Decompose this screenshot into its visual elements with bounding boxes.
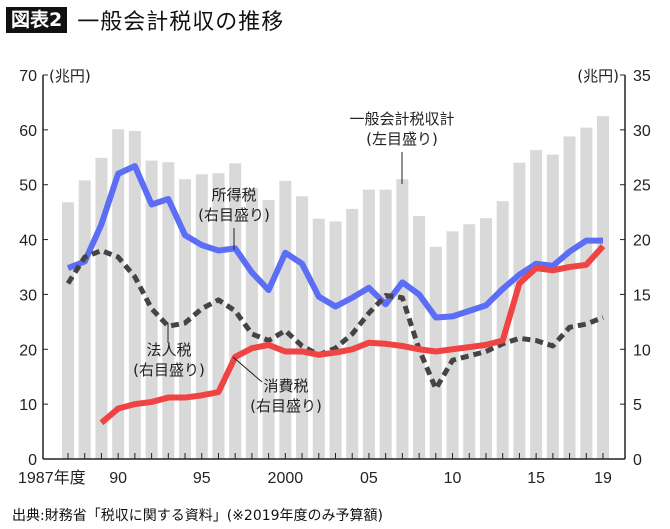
consumption-tax-label: 消費税 xyxy=(263,377,308,395)
line-所得税 xyxy=(66,163,603,321)
right-tick-label: 10 xyxy=(633,342,651,359)
left-tick-label: 50 xyxy=(19,178,37,195)
source-note: 出典:財務省「税収に関する資料」(※2019年度のみ予算額) xyxy=(12,508,383,524)
bar-1987 xyxy=(62,202,74,460)
bar-2005 xyxy=(362,189,375,459)
bar-1993 xyxy=(162,162,175,460)
bar-2016 xyxy=(546,154,559,460)
bar-2012 xyxy=(479,218,492,459)
bar-1991 xyxy=(128,130,141,459)
bar-2001 xyxy=(296,196,309,459)
bar-2018 xyxy=(580,127,593,460)
right-tick-label: 35 xyxy=(633,68,651,85)
left-axis-unit: (兆円) xyxy=(49,67,91,85)
left-tick-label: 0 xyxy=(28,452,37,469)
x-tick-label: 10 xyxy=(444,470,462,487)
right-tick-label: 5 xyxy=(633,397,642,414)
x-tick-label: 19 xyxy=(594,470,612,487)
bar-1998 xyxy=(245,188,258,459)
bar-1990 xyxy=(112,129,125,459)
line-法人税 xyxy=(65,248,604,392)
x-tick-label: 95 xyxy=(193,470,211,487)
bar-2017 xyxy=(563,136,576,459)
x-tick-label: 05 xyxy=(360,470,378,487)
bar-1997 xyxy=(229,163,242,459)
income-tax-note: (右目盛り) xyxy=(198,206,270,224)
left-tick-label: 10 xyxy=(19,397,37,414)
bar-2014 xyxy=(513,162,526,459)
corporate-tax-label: 法人税 xyxy=(146,341,191,359)
corporate-tax-note: (右目盛り) xyxy=(133,361,205,379)
bar-1999 xyxy=(262,200,275,459)
right-tick-label: 20 xyxy=(633,233,651,250)
bar-2008 xyxy=(413,215,426,459)
bar-2015 xyxy=(530,150,543,459)
total-note: (左目盛り) xyxy=(366,130,438,148)
line-消費税 xyxy=(99,244,606,426)
bar-2006 xyxy=(379,189,392,459)
x-tick-label: 90 xyxy=(109,470,127,487)
figure-badge: 図表2 xyxy=(6,7,68,33)
bar-2011 xyxy=(463,224,476,459)
bar-1988 xyxy=(78,180,91,459)
x-tick-label: 1987年度 xyxy=(18,469,86,487)
left-tick-label: 70 xyxy=(19,68,37,85)
left-tick-label: 60 xyxy=(19,123,37,140)
leader-line xyxy=(232,356,263,383)
x-tick-label: 15 xyxy=(527,470,545,487)
total-label: 一般会計税収計 xyxy=(349,110,454,128)
right-axis-unit: (兆円) xyxy=(577,67,619,85)
bar-2007 xyxy=(396,179,409,459)
right-tick-label: 0 xyxy=(633,452,642,469)
bar-2003 xyxy=(329,221,342,459)
x-tick-label: 2000 xyxy=(268,470,304,487)
left-tick-label: 20 xyxy=(19,342,37,359)
left-tick-label: 40 xyxy=(19,233,37,250)
consumption-tax-note: (右目盛り) xyxy=(250,397,322,415)
right-tick-label: 15 xyxy=(633,287,651,304)
left-tick-label: 30 xyxy=(19,287,37,304)
bar-2019 xyxy=(597,116,609,460)
bar-1994 xyxy=(179,179,192,459)
bar-1992 xyxy=(145,160,158,459)
bar-2002 xyxy=(312,218,325,459)
figure-header: 図表2 一般会計税収の推移 xyxy=(6,6,285,35)
bar-2000 xyxy=(279,180,292,460)
income-tax-label: 所得税 xyxy=(211,186,256,204)
bar-2010 xyxy=(446,231,459,459)
right-tick-label: 30 xyxy=(633,123,651,140)
right-tick-label: 25 xyxy=(633,178,651,195)
chart-title: 一般会計税収の推移 xyxy=(77,10,285,35)
